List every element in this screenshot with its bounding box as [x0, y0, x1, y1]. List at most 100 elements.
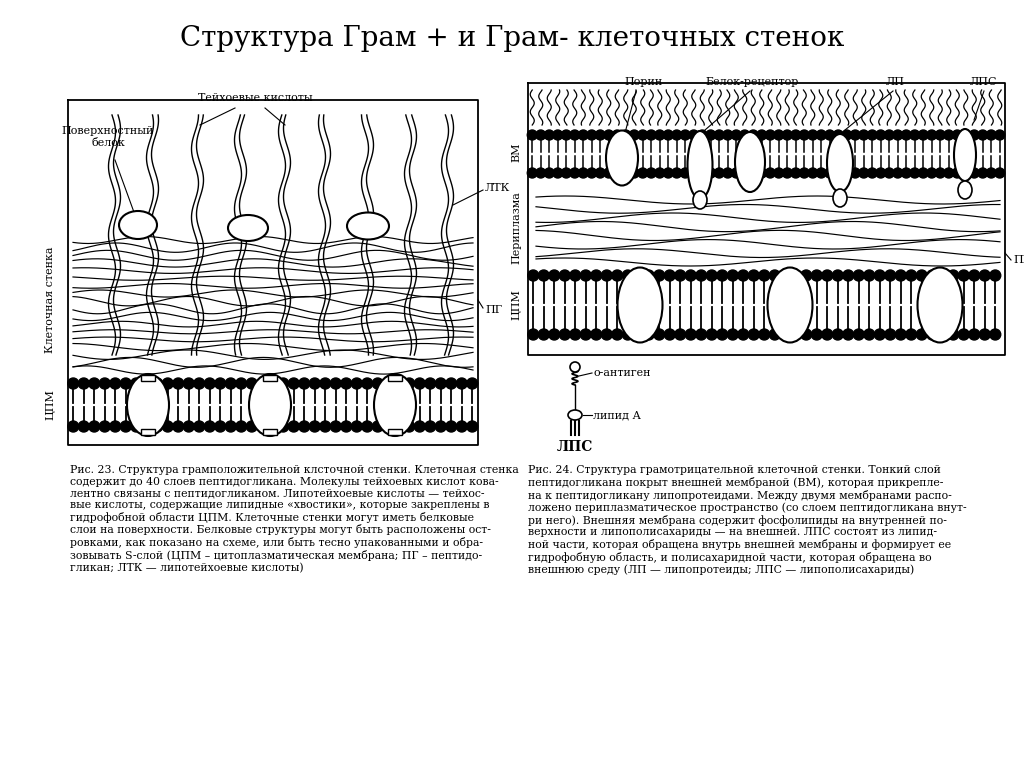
Circle shape	[833, 329, 843, 340]
Circle shape	[415, 378, 425, 389]
Circle shape	[944, 168, 953, 178]
Circle shape	[717, 270, 728, 281]
Circle shape	[895, 270, 906, 281]
Circle shape	[893, 130, 903, 140]
Circle shape	[654, 130, 665, 140]
Circle shape	[278, 421, 289, 432]
Circle shape	[782, 168, 793, 178]
Circle shape	[749, 168, 758, 178]
Circle shape	[604, 130, 613, 140]
Circle shape	[561, 168, 571, 178]
Circle shape	[665, 270, 675, 281]
Circle shape	[970, 130, 979, 140]
Circle shape	[717, 329, 728, 340]
Text: ПГ: ПГ	[1013, 255, 1024, 265]
Circle shape	[893, 168, 903, 178]
Circle shape	[621, 168, 631, 178]
Circle shape	[791, 130, 801, 140]
Ellipse shape	[768, 268, 812, 343]
Circle shape	[853, 270, 864, 281]
Text: ЛПС: ЛПС	[557, 440, 593, 454]
Circle shape	[544, 168, 554, 178]
Bar	[388, 429, 402, 435]
Circle shape	[952, 130, 963, 140]
Circle shape	[800, 168, 809, 178]
Circle shape	[759, 270, 770, 281]
Circle shape	[952, 168, 963, 178]
Text: ЛТК: ЛТК	[485, 183, 510, 193]
Circle shape	[731, 130, 741, 140]
Circle shape	[901, 168, 911, 178]
Circle shape	[757, 130, 767, 140]
Circle shape	[885, 270, 896, 281]
Circle shape	[961, 130, 971, 140]
Circle shape	[257, 378, 267, 389]
Circle shape	[723, 130, 733, 140]
Text: ЛП: ЛП	[886, 77, 904, 87]
Ellipse shape	[119, 211, 157, 239]
Circle shape	[536, 130, 546, 140]
Circle shape	[675, 270, 686, 281]
Circle shape	[633, 329, 644, 340]
Circle shape	[341, 421, 352, 432]
Circle shape	[549, 329, 560, 340]
Text: Периплазма: Периплазма	[511, 192, 521, 265]
Text: ПГ: ПГ	[485, 305, 502, 315]
Circle shape	[225, 421, 237, 432]
Circle shape	[927, 168, 937, 178]
Circle shape	[643, 270, 654, 281]
Circle shape	[808, 168, 818, 178]
Circle shape	[89, 378, 99, 389]
Circle shape	[612, 168, 623, 178]
Circle shape	[731, 168, 741, 178]
Text: Рис. 24. Структура грамотрицательной клеточной стенки. Тонкий слой
пептидогликан: Рис. 24. Структура грамотрицательной кле…	[528, 465, 967, 575]
Circle shape	[141, 421, 153, 432]
Circle shape	[383, 421, 394, 432]
Circle shape	[850, 168, 860, 178]
Circle shape	[769, 329, 780, 340]
Ellipse shape	[127, 374, 169, 436]
Text: Структура Грам + и Грам- клеточных стенок: Структура Грам + и Грам- клеточных стено…	[180, 25, 844, 51]
Circle shape	[937, 270, 948, 281]
Circle shape	[553, 168, 563, 178]
Circle shape	[958, 329, 970, 340]
Circle shape	[581, 329, 591, 340]
Ellipse shape	[568, 410, 582, 420]
Bar	[263, 375, 278, 381]
Text: Порин: Порин	[625, 77, 664, 87]
Circle shape	[425, 378, 436, 389]
Circle shape	[906, 270, 916, 281]
Circle shape	[885, 168, 894, 178]
Circle shape	[553, 130, 563, 140]
Circle shape	[994, 168, 1005, 178]
Circle shape	[909, 168, 920, 178]
Bar	[388, 375, 402, 381]
Circle shape	[173, 421, 183, 432]
Circle shape	[623, 329, 633, 340]
Circle shape	[859, 168, 868, 178]
Circle shape	[544, 130, 554, 140]
Circle shape	[467, 378, 478, 389]
Circle shape	[425, 421, 436, 432]
Circle shape	[859, 130, 868, 140]
Circle shape	[927, 329, 938, 340]
Circle shape	[874, 270, 886, 281]
Circle shape	[536, 168, 546, 178]
Circle shape	[569, 168, 580, 178]
Text: липид А: липид А	[593, 410, 641, 420]
Circle shape	[672, 168, 682, 178]
Circle shape	[630, 168, 639, 178]
Circle shape	[403, 378, 415, 389]
Bar	[263, 429, 278, 435]
Circle shape	[791, 270, 801, 281]
Circle shape	[457, 378, 467, 389]
Circle shape	[361, 421, 373, 432]
Circle shape	[299, 378, 309, 389]
Circle shape	[834, 168, 843, 178]
Circle shape	[246, 378, 257, 389]
Circle shape	[638, 168, 648, 178]
Circle shape	[581, 270, 591, 281]
Text: Тейхоевые кислоты: Тейхоевые кислоты	[198, 93, 312, 103]
Circle shape	[236, 378, 247, 389]
Circle shape	[445, 378, 457, 389]
